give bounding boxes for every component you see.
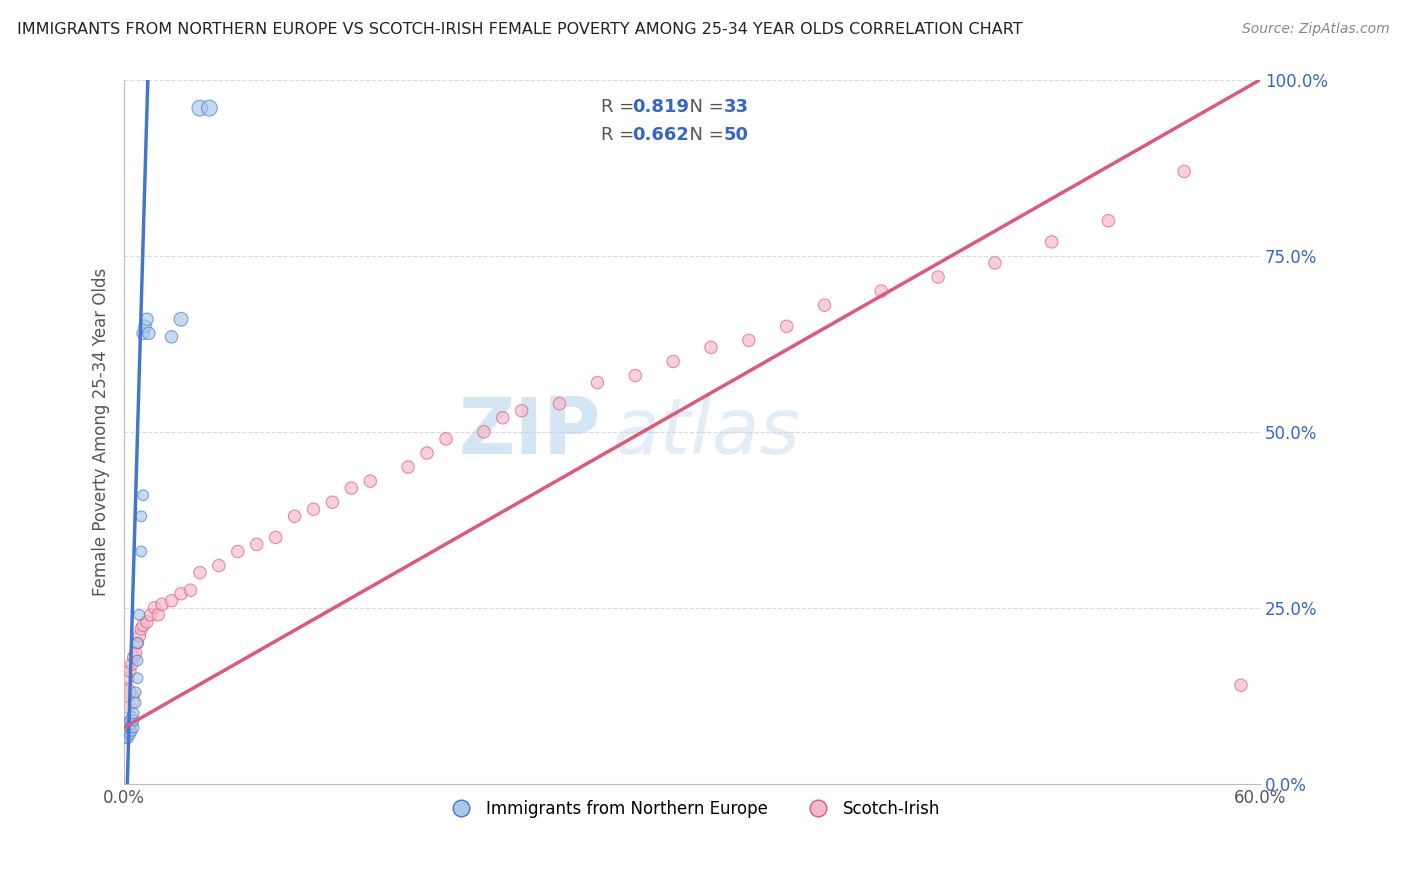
Point bbox=[416, 446, 439, 460]
Point bbox=[122, 721, 145, 735]
Point bbox=[1230, 678, 1253, 692]
Text: IMMIGRANTS FROM NORTHERN EUROPE VS SCOTCH-IRISH FEMALE POVERTY AMONG 25-34 YEAR : IMMIGRANTS FROM NORTHERN EUROPE VS SCOTC… bbox=[17, 22, 1022, 37]
Point bbox=[662, 354, 685, 368]
Point bbox=[114, 723, 136, 738]
Point bbox=[139, 607, 162, 622]
Point bbox=[548, 397, 571, 411]
Point bbox=[121, 717, 143, 731]
Point bbox=[927, 270, 949, 285]
Point bbox=[118, 664, 141, 678]
Point bbox=[136, 615, 159, 629]
Point bbox=[586, 376, 609, 390]
Point bbox=[118, 727, 141, 741]
Point bbox=[122, 650, 145, 665]
Point bbox=[1040, 235, 1063, 249]
Point bbox=[121, 710, 143, 724]
Point bbox=[624, 368, 647, 383]
Y-axis label: Female Poverty Among 25-34 Year Olds: Female Poverty Among 25-34 Year Olds bbox=[93, 268, 110, 596]
Point bbox=[148, 607, 170, 622]
Point bbox=[138, 326, 160, 341]
Point bbox=[115, 721, 138, 735]
Text: Source: ZipAtlas.com: Source: ZipAtlas.com bbox=[1241, 22, 1389, 37]
Point bbox=[264, 530, 287, 544]
Text: R =: R = bbox=[602, 126, 640, 144]
Point bbox=[984, 256, 1007, 270]
Point bbox=[246, 537, 269, 551]
Point bbox=[129, 622, 152, 636]
Point bbox=[170, 587, 193, 601]
Point bbox=[1173, 164, 1195, 178]
Point bbox=[492, 410, 515, 425]
Point bbox=[117, 671, 139, 685]
Point bbox=[129, 544, 152, 558]
Point bbox=[776, 319, 799, 334]
Text: ZIP: ZIP bbox=[458, 394, 602, 470]
Point bbox=[700, 340, 723, 354]
Point bbox=[114, 692, 136, 706]
Text: atlas: atlas bbox=[613, 394, 800, 470]
Point bbox=[127, 654, 149, 668]
Point bbox=[738, 334, 761, 348]
Point bbox=[117, 731, 139, 745]
Text: N =: N = bbox=[679, 126, 730, 144]
Point bbox=[1097, 213, 1119, 227]
Point bbox=[132, 326, 155, 341]
Text: 33: 33 bbox=[724, 97, 749, 116]
Point bbox=[134, 319, 156, 334]
Point bbox=[813, 298, 835, 312]
Point bbox=[128, 629, 150, 643]
Point bbox=[870, 284, 893, 298]
Point bbox=[115, 731, 138, 745]
Point bbox=[122, 706, 145, 721]
Point bbox=[136, 312, 159, 326]
Point bbox=[124, 696, 146, 710]
Point bbox=[179, 583, 201, 598]
Point bbox=[121, 723, 143, 738]
Point bbox=[129, 509, 152, 524]
Point bbox=[321, 495, 343, 509]
Point bbox=[124, 647, 146, 661]
Point bbox=[122, 714, 145, 728]
Point bbox=[127, 636, 149, 650]
Point bbox=[340, 481, 363, 495]
Point bbox=[226, 544, 249, 558]
Point bbox=[396, 460, 419, 475]
Point bbox=[188, 566, 211, 580]
Text: 0.819: 0.819 bbox=[631, 97, 689, 116]
Point bbox=[510, 403, 533, 417]
Point bbox=[115, 727, 138, 741]
Point bbox=[127, 671, 149, 685]
Point bbox=[143, 600, 166, 615]
Point bbox=[160, 330, 183, 344]
Text: 0.662: 0.662 bbox=[631, 126, 689, 144]
Point bbox=[124, 685, 146, 699]
Point bbox=[198, 101, 221, 115]
Point bbox=[434, 432, 457, 446]
Text: R =: R = bbox=[602, 97, 640, 116]
Text: 50: 50 bbox=[724, 126, 749, 144]
Point bbox=[359, 474, 381, 488]
Point bbox=[117, 717, 139, 731]
Point bbox=[118, 714, 141, 728]
Point bbox=[121, 657, 143, 672]
Point bbox=[150, 597, 173, 611]
Point bbox=[160, 593, 183, 607]
Legend: Immigrants from Northern Europe, Scotch-Irish: Immigrants from Northern Europe, Scotch-… bbox=[437, 793, 946, 825]
Point bbox=[127, 636, 149, 650]
Point bbox=[284, 509, 307, 524]
Point bbox=[132, 488, 155, 502]
Point bbox=[170, 312, 193, 326]
Point bbox=[472, 425, 495, 439]
Point bbox=[117, 723, 139, 738]
Point bbox=[118, 721, 141, 735]
Point bbox=[188, 101, 211, 115]
Point bbox=[208, 558, 231, 573]
Point bbox=[128, 607, 150, 622]
Point bbox=[302, 502, 325, 516]
Point bbox=[115, 685, 138, 699]
Text: N =: N = bbox=[679, 97, 730, 116]
Point bbox=[132, 618, 155, 632]
